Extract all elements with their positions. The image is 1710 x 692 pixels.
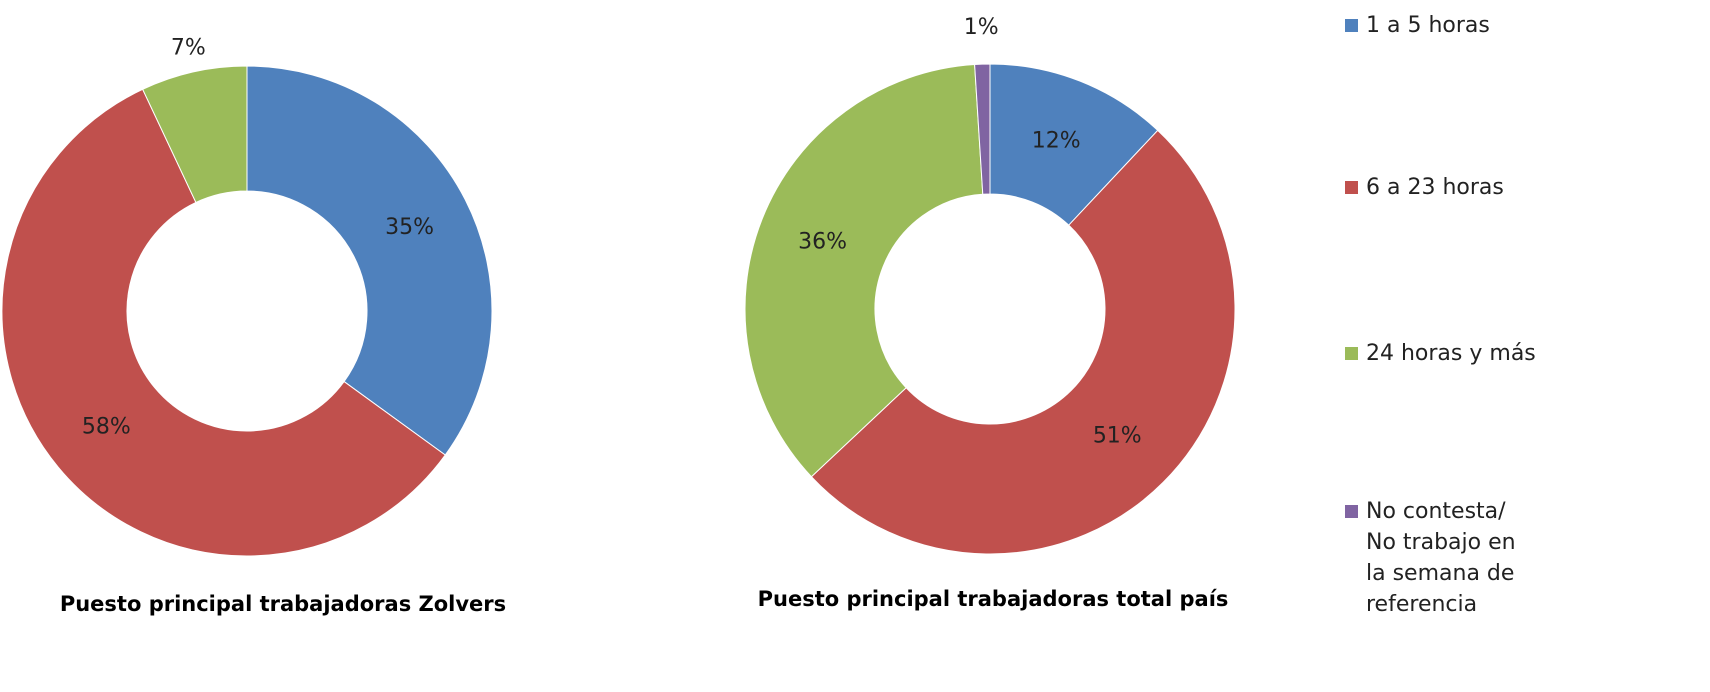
data-label: 35% xyxy=(385,215,434,240)
legend-label: 6 a 23 horas xyxy=(1366,175,1504,200)
legend-item: No contesta/ No trabajo en la semana de … xyxy=(1345,496,1541,620)
donut-segment xyxy=(744,63,984,478)
data-label: 1% xyxy=(964,15,999,40)
donut-segment xyxy=(246,65,493,456)
legend-swatch xyxy=(1345,347,1358,360)
donut-segment xyxy=(1,88,446,557)
data-label: 36% xyxy=(798,230,847,255)
data-label: 58% xyxy=(82,414,131,439)
legend-label: No contesta/ No trabajo en la semana de … xyxy=(1366,499,1516,617)
legend-swatch xyxy=(1345,505,1358,518)
legend-item: 24 horas y más xyxy=(1345,338,1541,369)
donut-segment xyxy=(142,65,248,204)
data-label: 7% xyxy=(171,35,206,60)
donut-segment xyxy=(810,129,1236,555)
chart-title: Puesto principal trabajadoras total país xyxy=(758,587,1229,611)
data-label: 12% xyxy=(1032,129,1081,154)
legend-item: 1 a 5 horas xyxy=(1345,10,1541,41)
chart-title: Puesto principal trabajadoras Zolvers xyxy=(60,592,506,616)
legend-swatch xyxy=(1345,19,1358,32)
legend-swatch xyxy=(1345,181,1358,194)
donut-segment xyxy=(974,63,991,195)
data-label: 51% xyxy=(1093,423,1142,448)
donut-segment xyxy=(989,63,1159,226)
legend-label: 24 horas y más xyxy=(1366,341,1536,366)
legend-item: 6 a 23 horas xyxy=(1345,172,1541,203)
legend-label: 1 a 5 horas xyxy=(1366,13,1490,38)
